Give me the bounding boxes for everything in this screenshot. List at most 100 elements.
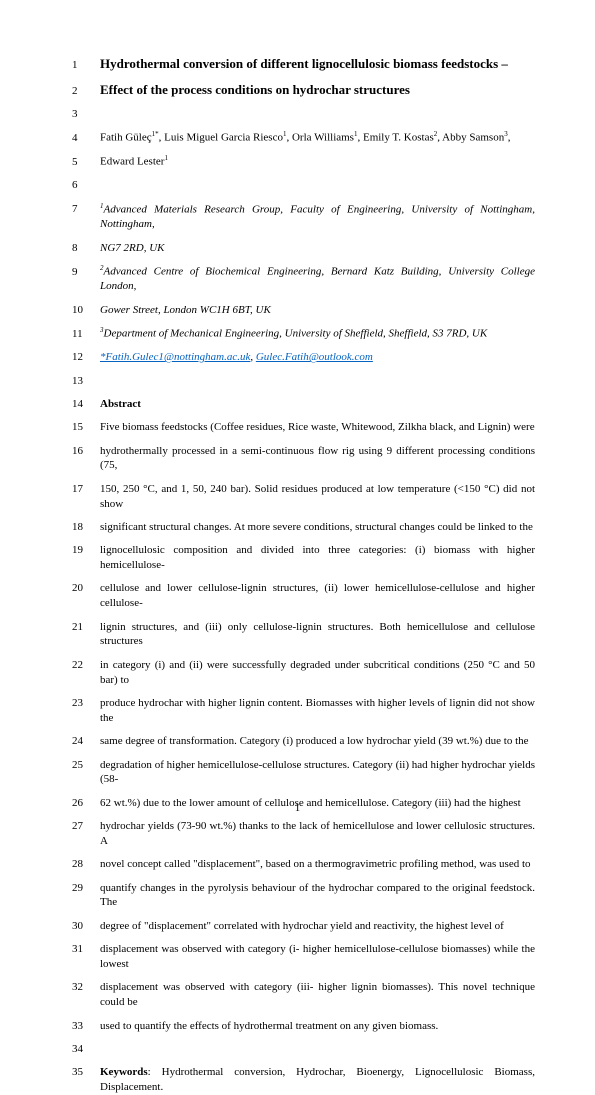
line-number: 23	[72, 697, 100, 709]
affiliation-1a: 1Advanced Materials Research Group, Facu…	[100, 202, 535, 232]
line-number: 7	[72, 203, 100, 215]
abstract-text: novel concept called "displacement", bas…	[100, 857, 535, 872]
abstract-text: degradation of higher hemicellulose-cell…	[100, 758, 535, 788]
abstract-text: 150, 250 °C, and 1, 50, 240 bar). Solid …	[100, 482, 535, 512]
affiliation-2a: 2Advanced Centre of Biochemical Engineer…	[100, 264, 535, 294]
line-28: 28novel concept called "displacement", b…	[72, 857, 535, 872]
page-number: 1	[0, 802, 595, 814]
line-15: 15Five biomass feedstocks (Coffee residu…	[72, 420, 535, 435]
abstract-text: cellulose and lower cellulose-lignin str…	[100, 581, 535, 611]
abstract-text: degree of "displacement" correlated with…	[100, 919, 535, 934]
line-number: 25	[72, 759, 100, 771]
abstract-text: in category (i) and (ii) were successful…	[100, 658, 535, 688]
line-11: 11 3Department of Mechanical Engineering…	[72, 326, 535, 342]
line-14: 14 Abstract	[72, 397, 535, 412]
abstract-text: displacement was observed with category …	[100, 980, 535, 1010]
abstract-text: Five biomass feedstocks (Coffee residues…	[100, 420, 535, 435]
line-13: 13	[72, 374, 535, 389]
line-number: 2	[72, 85, 100, 97]
blank-line	[100, 107, 535, 122]
line-2: 2 Effect of the process conditions on hy…	[72, 81, 535, 99]
line-number: 17	[72, 483, 100, 495]
line-number: 18	[72, 521, 100, 533]
keywords-line: Keywords: Hydrothermal conversion, Hydro…	[100, 1065, 535, 1095]
line-22: 22in category (i) and (ii) were successf…	[72, 658, 535, 688]
line-number: 12	[72, 351, 100, 363]
line-24: 24same degree of transformation. Categor…	[72, 734, 535, 749]
line-18: 18significant structural changes. At mor…	[72, 520, 535, 535]
line-32: 32displacement was observed with categor…	[72, 980, 535, 1010]
line-number: 33	[72, 1020, 100, 1032]
email-link-1[interactable]: Fatih.Gulec1@nottingham.ac.uk	[106, 351, 251, 363]
line-34: 34	[72, 1042, 535, 1057]
line-number: 31	[72, 943, 100, 955]
line-number: 15	[72, 421, 100, 433]
line-number: 3	[72, 108, 100, 120]
line-20: 20cellulose and lower cellulose-lignin s…	[72, 581, 535, 611]
line-8: 8 NG7 2RD, UK	[72, 241, 535, 256]
email-link-2[interactable]: Gulec.Fatih@outlook.com	[256, 351, 373, 363]
line-33: 33used to quantify the effects of hydrot…	[72, 1019, 535, 1034]
abstract-text: significant structural changes. At more …	[100, 520, 535, 535]
line-6: 6	[72, 178, 535, 193]
line-number: 20	[72, 582, 100, 594]
line-number: 13	[72, 375, 100, 387]
abstract-text: hydrothermally processed in a semi-conti…	[100, 444, 535, 474]
keywords-text: : Hydrothermal conversion, Hydrochar, Bi…	[100, 1066, 535, 1093]
blank-line	[100, 1042, 535, 1057]
line-number: 14	[72, 398, 100, 410]
line-29: 29quantify changes in the pyrolysis beha…	[72, 881, 535, 911]
abstract-text: used to quantify the effects of hydrothe…	[100, 1019, 535, 1034]
line-16: 16hydrothermally processed in a semi-con…	[72, 444, 535, 474]
line-number: 8	[72, 242, 100, 254]
abstract-text: same degree of transformation. Category …	[100, 734, 535, 749]
line-number: 29	[72, 882, 100, 894]
line-number: 24	[72, 735, 100, 747]
line-31: 31displacement was observed with categor…	[72, 942, 535, 972]
line-number: 28	[72, 858, 100, 870]
line-7: 7 1Advanced Materials Research Group, Fa…	[72, 202, 535, 232]
affiliation-1b: NG7 2RD, UK	[100, 241, 535, 256]
abstract-text: lignin structures, and (iii) only cellul…	[100, 620, 535, 650]
line-number: 32	[72, 981, 100, 993]
line-35: 35 Keywords: Hydrothermal conversion, Hy…	[72, 1065, 535, 1095]
line-number: 6	[72, 179, 100, 191]
line-3: 3	[72, 107, 535, 122]
line-number: 16	[72, 445, 100, 457]
correspondence: *Fatih.Gulec1@nottingham.ac.uk, Gulec.Fa…	[100, 350, 535, 365]
line-5: 5 Edward Lester1	[72, 154, 535, 170]
abstract-text: displacement was observed with category …	[100, 942, 535, 972]
line-number: 35	[72, 1066, 100, 1078]
line-number: 30	[72, 920, 100, 932]
line-30: 30degree of "displacement" correlated wi…	[72, 919, 535, 934]
blank-line	[100, 178, 535, 193]
keywords-label: Keywords	[100, 1066, 148, 1078]
line-number: 5	[72, 156, 100, 168]
abstract-text: quantify changes in the pyrolysis behavi…	[100, 881, 535, 911]
line-21: 21lignin structures, and (iii) only cell…	[72, 620, 535, 650]
line-27: 27hydrochar yields (73-90 wt.%) thanks t…	[72, 819, 535, 849]
line-number: 9	[72, 266, 100, 278]
abstract-text: lignocellulosic composition and divided …	[100, 543, 535, 573]
line-number: 1	[72, 59, 100, 71]
line-number: 11	[72, 328, 100, 340]
line-9: 9 2Advanced Centre of Biochemical Engine…	[72, 264, 535, 294]
authors-line-1: Fatih Güleç1*, Luis Miguel Garcia Riesco…	[100, 130, 535, 146]
blank-line	[100, 374, 535, 389]
line-10: 10 Gower Street, London WC1H 6BT, UK	[72, 303, 535, 318]
abstract-heading: Abstract	[100, 397, 535, 412]
title-line-1: Hydrothermal conversion of different lig…	[100, 55, 535, 73]
title-line-2: Effect of the process conditions on hydr…	[100, 81, 535, 99]
line-number: 21	[72, 621, 100, 633]
line-4: 4 Fatih Güleç1*, Luis Miguel Garcia Ries…	[72, 130, 535, 146]
line-number: 27	[72, 820, 100, 832]
line-23: 23produce hydrochar with higher lignin c…	[72, 696, 535, 726]
line-12: 12 *Fatih.Gulec1@nottingham.ac.uk, Gulec…	[72, 350, 535, 365]
affiliation-3: 3Department of Mechanical Engineering, U…	[100, 326, 535, 342]
line-number: 10	[72, 304, 100, 316]
manuscript-page: 1 Hydrothermal conversion of different l…	[72, 55, 535, 1095]
affiliation-2b: Gower Street, London WC1H 6BT, UK	[100, 303, 535, 318]
line-number: 4	[72, 132, 100, 144]
line-17: 17150, 250 °C, and 1, 50, 240 bar). Soli…	[72, 482, 535, 512]
line-19: 19lignocellulosic composition and divide…	[72, 543, 535, 573]
